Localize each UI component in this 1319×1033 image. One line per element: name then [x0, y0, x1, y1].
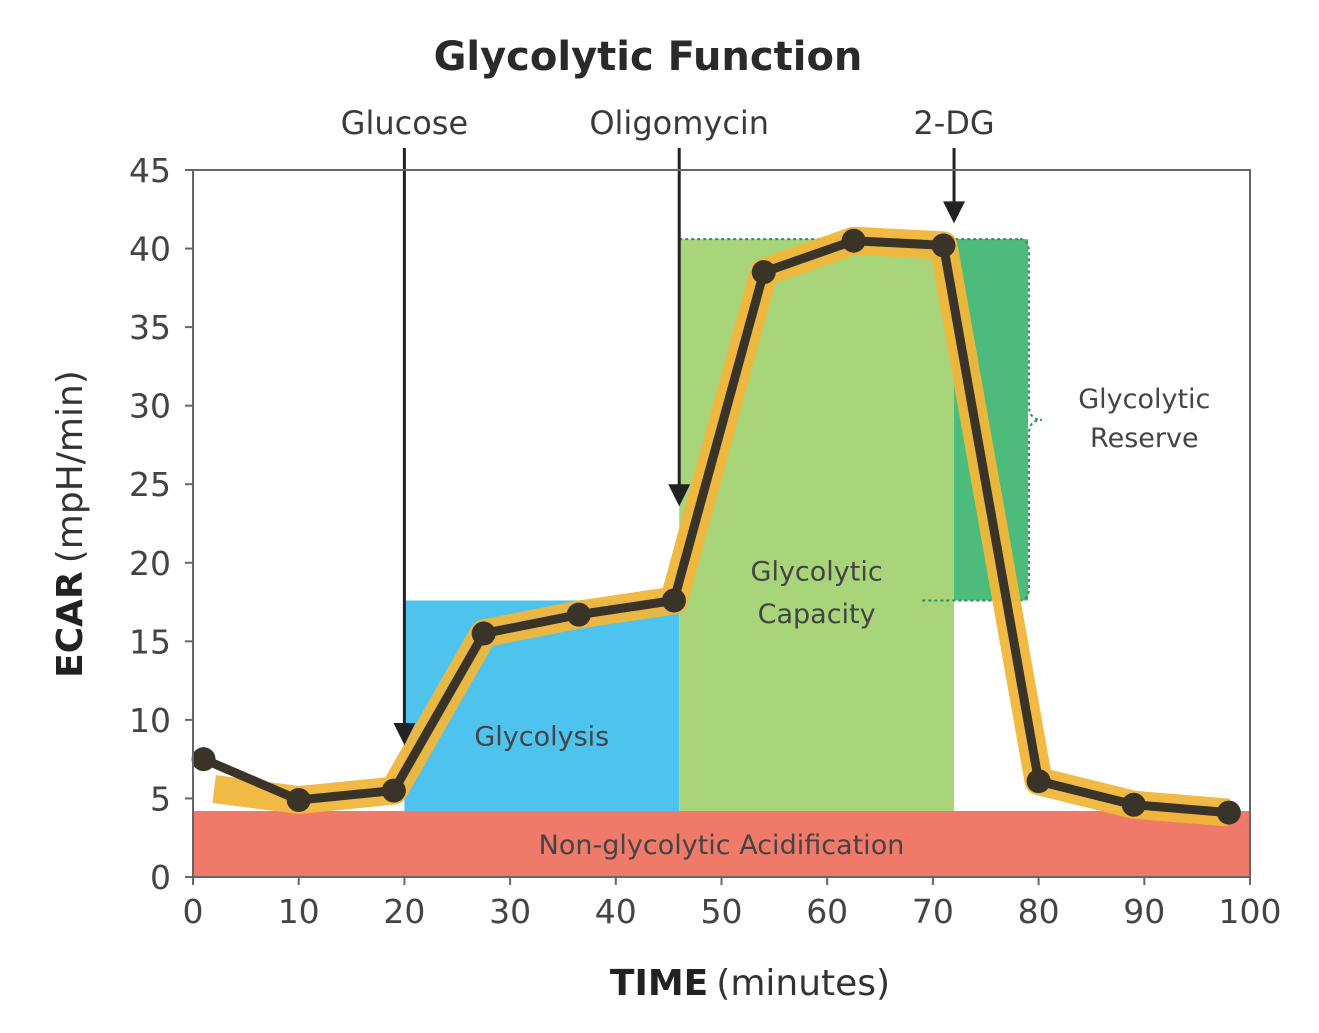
- tick-layer: 0 10 20 30 40 50 60 70 80 90 100 0 5 10 15 20 25 30 35 40 45: [129, 151, 1282, 931]
- data-point: [471, 621, 496, 646]
- glycolytic-capacity-region: [679, 239, 955, 812]
- y-tick-label: 35: [129, 308, 171, 347]
- y-axis-label-bold: ECAR: [50, 571, 91, 678]
- glycolysis-label: Glycolysis: [474, 722, 609, 753]
- data-point: [751, 260, 776, 285]
- y-tick-label: 15: [129, 622, 171, 661]
- y-tick-label: 45: [129, 151, 171, 190]
- x-tick-label: 80: [1018, 892, 1060, 931]
- data-point: [931, 233, 956, 258]
- capacity-label-line1: Glycolytic: [751, 557, 883, 588]
- x-tick-label: 0: [183, 892, 204, 931]
- injection-arrow-head: [668, 484, 691, 507]
- data-point: [566, 602, 591, 627]
- x-tick-label: 30: [489, 892, 531, 931]
- data-point: [191, 747, 216, 772]
- series-line: [199, 236, 1234, 818]
- injection-label: Glucose: [341, 104, 469, 142]
- x-axis-label-unit: (minutes): [716, 963, 890, 1004]
- injection-arrow-head: [393, 723, 416, 746]
- y-tick-label: 40: [129, 230, 171, 269]
- injection-label: Oligomycin: [589, 104, 769, 142]
- series-layer: [191, 226, 1241, 827]
- capacity-label-line2: Capacity: [758, 599, 876, 630]
- data-point: [1121, 792, 1146, 817]
- data-point: [381, 778, 406, 803]
- x-tick-label: 100: [1219, 892, 1282, 931]
- data-point: [661, 588, 686, 613]
- reserve-brace: [1019, 238, 1043, 602]
- plot-frame: [192, 169, 1251, 878]
- y-axis-label: ECAR (mpH/min): [50, 370, 91, 678]
- x-axis-label-bold: TIME: [610, 963, 708, 1004]
- chart-title: Glycolytic Function: [434, 34, 863, 80]
- y-axis-label-unit: (mpH/min): [50, 370, 91, 563]
- data-point: [1026, 769, 1051, 794]
- y-tick-label: 0: [150, 858, 171, 897]
- y-tick-label: 10: [129, 701, 171, 740]
- y-tick-label: 25: [129, 465, 171, 504]
- x-tick-label: 40: [595, 892, 637, 931]
- non-glycolytic-acidification-region: [193, 811, 1250, 877]
- injection-layer: Glucose Oligomycin 2-DG: [341, 104, 995, 746]
- x-tick-label: 50: [701, 892, 743, 931]
- x-tick-label: 70: [912, 892, 954, 931]
- x-axis-label: TIME (minutes): [610, 963, 890, 1004]
- data-point: [1216, 800, 1241, 825]
- x-tick-label: 90: [1123, 892, 1165, 931]
- x-tick-label: 10: [278, 892, 320, 931]
- data-point: [841, 228, 866, 253]
- y-tick-label: 30: [129, 387, 171, 426]
- x-tick-label: 20: [383, 892, 425, 931]
- y-tick-label: 20: [129, 544, 171, 583]
- reserve-label-line2: Reserve: [1090, 423, 1199, 454]
- non-glycolytic-label: Non-glycolytic Acidification: [539, 830, 905, 861]
- reserve-label-line1: Glycolytic: [1078, 384, 1210, 415]
- y-tick-label: 5: [150, 779, 171, 818]
- injection-label: 2-DG: [913, 104, 994, 142]
- injection-arrow-head: [943, 201, 966, 224]
- x-tick-label: 60: [806, 892, 848, 931]
- data-point: [286, 788, 311, 813]
